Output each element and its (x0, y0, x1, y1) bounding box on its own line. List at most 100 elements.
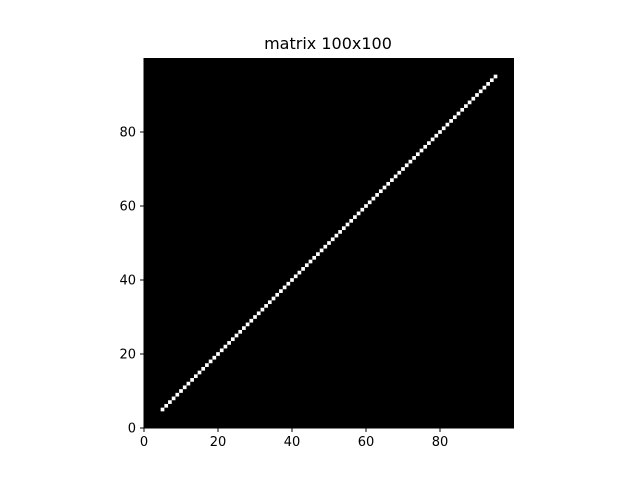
heatmap-cell (486, 82, 490, 86)
heatmap-cell (338, 230, 342, 234)
heatmap-cell (438, 130, 442, 134)
heatmap-cell (415, 152, 420, 157)
heatmap-cell (256, 311, 261, 316)
heatmap-cell (212, 355, 217, 360)
heatmap-cell (171, 396, 176, 401)
x-tick-label: 0 (140, 435, 148, 450)
heatmap-cell (216, 352, 220, 356)
heatmap-cell (423, 144, 428, 149)
heatmap-cell (330, 237, 335, 242)
heatmap-cell (482, 85, 487, 90)
heatmap-cell (475, 93, 479, 97)
heatmap-cell (327, 241, 331, 245)
heatmap-cell (489, 78, 494, 83)
heatmap-cell (290, 278, 294, 282)
heatmap-cell (230, 337, 235, 342)
heatmap-cell (223, 344, 228, 349)
heatmap-cell (493, 74, 498, 79)
y-axis: 0 20 40 60 80 (119, 58, 145, 437)
heatmap-cell (367, 200, 372, 205)
heatmap-cell (238, 329, 243, 334)
heatmap-cell (316, 252, 320, 256)
heatmap-cell (460, 107, 465, 112)
heatmap-cell (164, 403, 169, 408)
heatmap-cell (304, 263, 309, 268)
heatmap-cell (349, 218, 354, 223)
heatmap-cell (356, 211, 361, 216)
heatmap-cell (452, 115, 457, 120)
heatmap-cell (293, 274, 298, 279)
heatmap-cell (375, 193, 379, 197)
heatmap-cell (382, 185, 387, 190)
heatmap-cell (297, 270, 302, 275)
heatmap-cell (308, 259, 313, 264)
heatmap-cell (286, 281, 291, 286)
heatmap-cell (201, 366, 206, 371)
heatmap-cell (253, 315, 257, 319)
y-tick-label: 0 (128, 422, 136, 437)
heatmap-cell (168, 400, 172, 404)
heatmap-cell (412, 156, 416, 160)
heatmap-cell (197, 370, 202, 375)
heatmap-cell (193, 374, 198, 379)
heatmap-cell (464, 104, 468, 108)
heatmap-cell (282, 285, 287, 290)
heatmap-cell (430, 137, 435, 142)
y-tick-label: 80 (119, 126, 136, 141)
heatmap-cell (441, 126, 446, 131)
heatmap-cell (267, 300, 272, 305)
heatmap-cell (234, 333, 239, 338)
heatmap-cell (301, 267, 305, 271)
x-tick-label: 80 (432, 435, 449, 450)
heatmap-cell (471, 96, 476, 101)
x-axis: 0 20 40 60 80 (140, 427, 514, 450)
heatmap-cell (456, 111, 461, 116)
heatmap-cell (445, 122, 450, 127)
heatmap-cell (360, 207, 365, 212)
heatmap-cell (312, 255, 317, 260)
heatmap-cell (264, 304, 268, 308)
plot-area (144, 58, 514, 428)
heatmap-cell (393, 174, 398, 179)
heatmap-cell (334, 233, 339, 238)
heatmap-cell (219, 348, 224, 353)
heatmap-cell (175, 392, 180, 397)
heatmap-cell (364, 204, 368, 208)
heatmap-cell (378, 189, 383, 194)
y-tick-label: 20 (119, 348, 136, 363)
x-tick-label: 20 (210, 435, 227, 450)
heatmap-cell (279, 289, 283, 293)
heatmap-cell (371, 196, 376, 201)
heatmap-cell (179, 389, 183, 393)
heatmap-cell (208, 359, 213, 364)
x-tick-label: 40 (284, 435, 301, 450)
heatmap-cell (341, 226, 346, 231)
heatmap-cell (386, 181, 391, 186)
heatmap-cell (408, 159, 413, 164)
heatmap-cell (190, 378, 194, 382)
heatmap-cell (249, 318, 254, 323)
heatmap-cell (260, 307, 265, 312)
heatmap-cell (397, 170, 402, 175)
heatmap-cell (390, 178, 394, 182)
heatmap-cell (160, 407, 165, 412)
chart-title: matrix 100x100 (264, 34, 392, 53)
heatmap-cell (275, 292, 280, 297)
heatmap-cell (427, 141, 431, 145)
heatmap-cell (186, 381, 191, 386)
heatmap-cell (242, 326, 246, 330)
heatmap-cell (205, 363, 209, 367)
heatmap-cell (319, 248, 324, 253)
heatmap-cell (478, 89, 483, 94)
heatmap-cell (182, 385, 187, 390)
heatmap-cell (404, 163, 409, 168)
y-tick-label: 60 (119, 200, 136, 215)
heatmap-cell (353, 215, 357, 219)
heatmap-cell (227, 341, 231, 345)
heatmap-cell (467, 100, 472, 105)
heatmap-cell (449, 119, 453, 123)
heatmap-cell (401, 167, 405, 171)
heatmap-cell (419, 148, 424, 153)
heatmap-cell (345, 222, 350, 227)
